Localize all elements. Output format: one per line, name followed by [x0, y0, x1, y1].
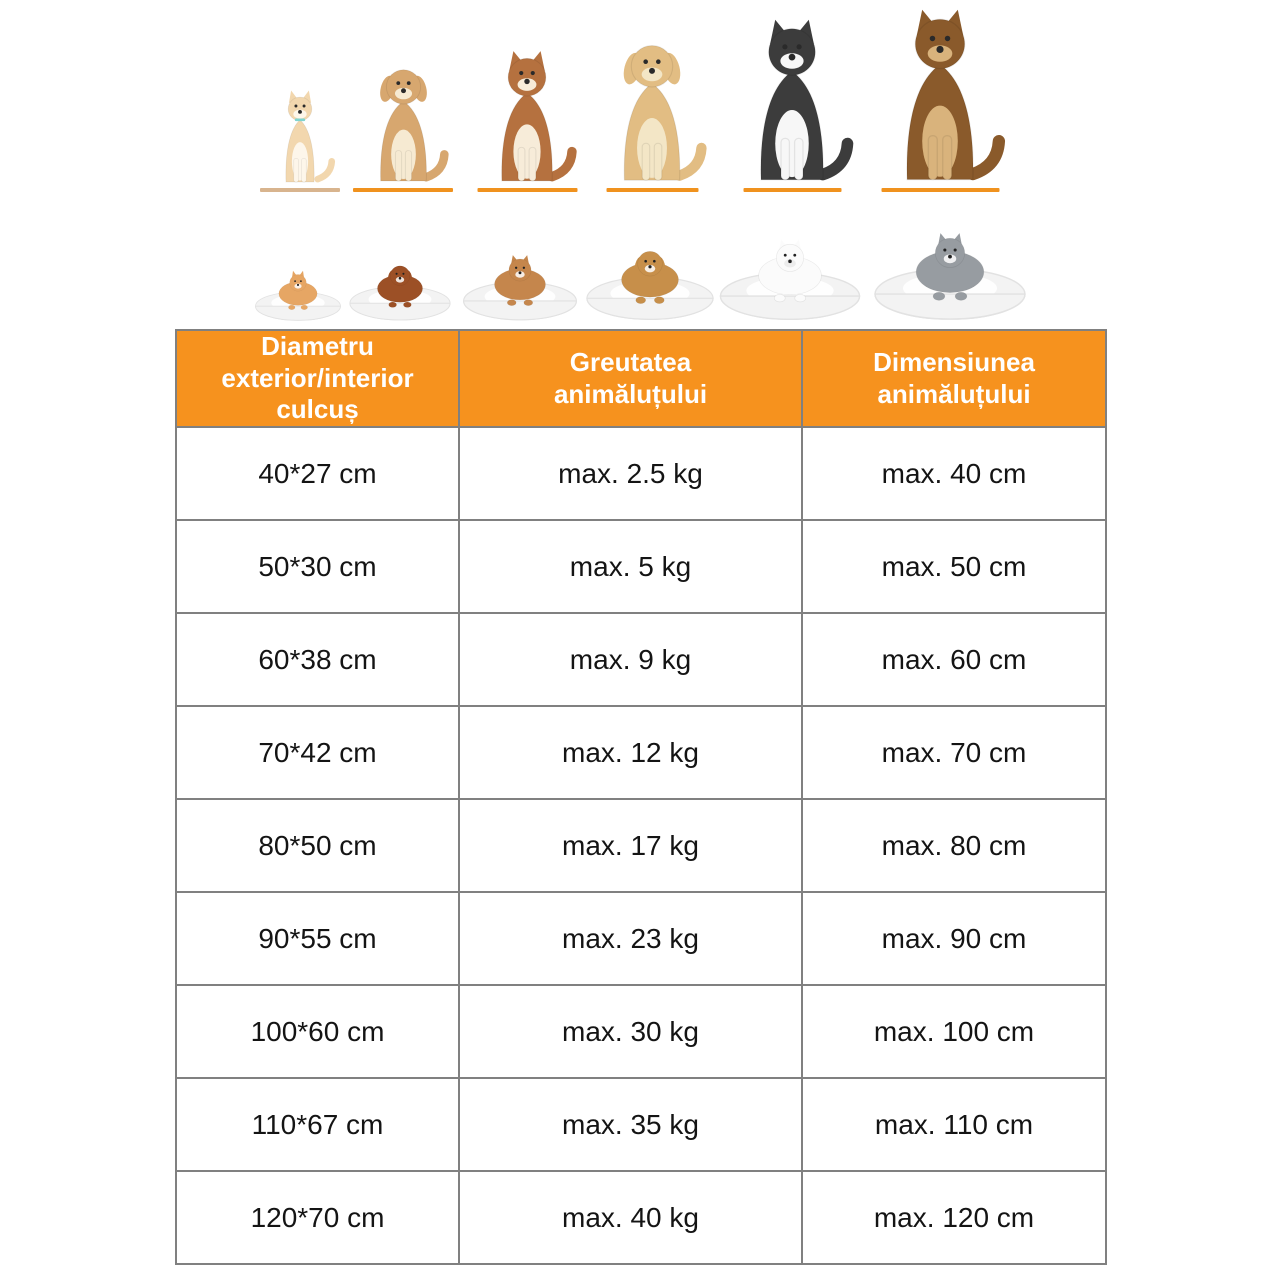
pet-dimension-cell: max. 90 cm	[801, 891, 1107, 987]
border-collie-photo-icon	[728, 17, 857, 192]
pet-weight-cell: max. 5 kg	[458, 519, 803, 615]
pet-weight-cell: max. 35 kg	[458, 1077, 803, 1173]
table-row: 110*67 cm max. 35 kg max. 110 cm	[175, 1077, 1107, 1173]
pet-dimension-cell: max. 50 cm	[801, 519, 1107, 615]
platform-line	[743, 188, 841, 192]
table-row: 50*30 cm max. 5 kg max. 50 cm	[175, 519, 1107, 615]
table-row: 40*27 cm max. 2.5 kg max. 40 cm	[175, 426, 1107, 522]
column-header: Greutatea animăluțului	[458, 328, 803, 429]
platform-line	[477, 188, 577, 192]
pet-dimension-cell: max. 120 cm	[801, 1170, 1107, 1266]
kitten-on-bed-icon	[252, 267, 344, 322]
bed-diameter-cell: 110*67 cm	[175, 1077, 460, 1173]
bed-diameter-cell: 90*55 cm	[175, 891, 460, 987]
bed-diameter-cell: 60*38 cm	[175, 612, 460, 708]
small-puppy-photo-icon	[353, 61, 453, 192]
bed-diameter-cell: 80*50 cm	[175, 798, 460, 894]
bed-diameter-cell: 50*30 cm	[175, 519, 460, 615]
pet-dimension-cell: max. 40 cm	[801, 426, 1107, 522]
pet-weight-cell: max. 2.5 kg	[458, 426, 803, 522]
platform-line	[881, 188, 999, 192]
pet-dimension-cell: max. 100 cm	[801, 984, 1107, 1080]
pets-on-beds-row	[0, 188, 1280, 322]
pet-dimension-cell: max. 110 cm	[801, 1077, 1107, 1173]
table-row: 90*55 cm max. 23 kg max. 90 cm	[175, 891, 1107, 987]
bed-diameter-cell: 100*60 cm	[175, 984, 460, 1080]
pet-weight-cell: max. 30 kg	[458, 984, 803, 1080]
table-row: 100*60 cm max. 30 kg max. 100 cm	[175, 984, 1107, 1080]
column-header: Dimensiunea animăluțului	[801, 328, 1107, 429]
bed-diameter-cell: 70*42 cm	[175, 705, 460, 801]
size-table: Diametru exterior/interior culcuș Greutat…	[175, 328, 1107, 1266]
bed-diameter-cell: 120*70 cm	[175, 1170, 460, 1266]
platform-line	[260, 188, 340, 192]
table-row: 120*70 cm max. 40 kg max. 120 cm	[175, 1170, 1107, 1266]
pet-weight-cell: max. 40 kg	[458, 1170, 803, 1266]
samoyed-on-bed-icon	[715, 232, 865, 322]
pet-dimension-cell: max. 70 cm	[801, 705, 1107, 801]
size-table-header: Diametru exterior/interior culcuș Greutat…	[175, 328, 1107, 429]
table-row: 80*50 cm max. 17 kg max. 80 cm	[175, 798, 1107, 894]
corgi-puppy-photo-icon	[475, 49, 580, 192]
bed-diameter-cell: 40*27 cm	[175, 426, 460, 522]
golden-retriever-on-bed-icon	[582, 240, 718, 322]
pet-weight-cell: max. 9 kg	[458, 612, 803, 708]
pet-dimension-cell: max. 80 cm	[801, 798, 1107, 894]
golden-retriever-photo-icon	[595, 35, 710, 192]
pets-size-comparison-row	[0, 0, 1280, 192]
platform-line	[353, 188, 453, 192]
cat-photo-icon	[260, 89, 340, 192]
german-shepherd-photo-icon	[872, 7, 1009, 192]
table-row: 60*38 cm max. 9 kg max. 60 cm	[175, 612, 1107, 708]
corgi-on-bed-icon	[459, 249, 581, 322]
pet-weight-cell: max. 23 kg	[458, 891, 803, 987]
pet-dimension-cell: max. 60 cm	[801, 612, 1107, 708]
table-row: 70*42 cm max. 12 kg max. 70 cm	[175, 705, 1107, 801]
size-table-body: 40*27 cm max. 2.5 kg max. 40 cm 50*30 cm max…	[175, 426, 1107, 1266]
header-row: Diametru exterior/interior culcuș Greutat…	[175, 328, 1107, 429]
platform-line	[606, 188, 698, 192]
pet-weight-cell: max. 12 kg	[458, 705, 803, 801]
pet-weight-cell: max. 17 kg	[458, 798, 803, 894]
husky-on-bed-icon	[869, 225, 1031, 322]
column-header: Diametru exterior/interior culcuș	[175, 328, 460, 429]
poodle-on-bed-icon	[346, 257, 454, 322]
